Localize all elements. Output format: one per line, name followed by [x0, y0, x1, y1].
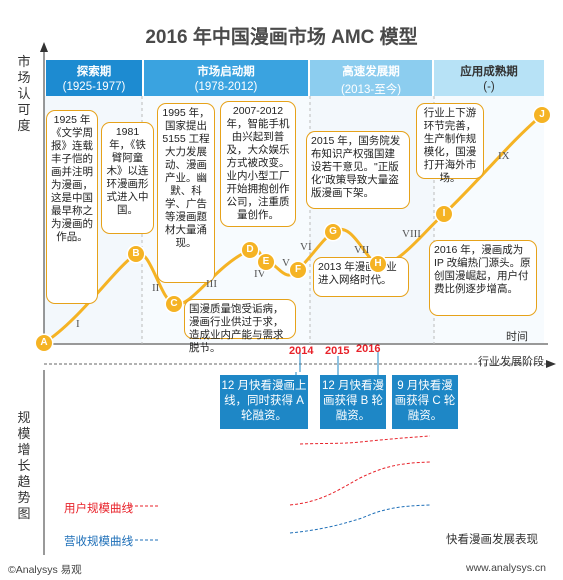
note-b: 1981 年，《铁臂阿童木》以连环漫画形式进入中国。	[101, 122, 154, 234]
curve-point-c: C	[166, 296, 182, 312]
bottom-right-label: 快看漫画发展表现	[446, 534, 538, 546]
phase-name: 市场启动期	[197, 66, 255, 78]
note-d: 2007-2012 年，智能手机由兴起到普及，大众娱乐方式被改变。业内小型工厂开…	[220, 101, 296, 227]
curve-point-e: E	[258, 254, 274, 270]
year-2015: 2015	[325, 345, 350, 357]
note-h: 2016 年，漫画成为 IP 改编热门源头。原创国漫崛起，用户付费比例逐步增高。	[429, 240, 537, 316]
stage-label: III	[206, 278, 217, 290]
y-axis-top-label: 市场认可度	[17, 54, 31, 133]
footer-url: www.analysys.cn	[466, 562, 546, 574]
curve-point-g: G	[325, 224, 341, 240]
note-g: 2015 年，国务院发布知识产权强国建设若干意见。"正版化"政策导致大量盗版漫画…	[306, 131, 410, 209]
legend-user-scale: 用户规模曲线	[64, 503, 133, 515]
note-c: 1995 年，国家提出 5155 工程大力发展动、漫画产业。幽默、科学、广告等漫…	[157, 103, 215, 283]
phase-dates: (1925-1977)	[62, 81, 126, 93]
curve-point-i: I	[436, 206, 452, 222]
stage-label: VI	[300, 241, 312, 253]
chart-title: 2016 年中国漫画市场 AMC 模型	[145, 27, 418, 48]
time-axis-label: 时间	[506, 331, 528, 343]
phase-name: 探索期	[76, 66, 112, 78]
stage-label: II	[152, 282, 160, 294]
note-f: 2013 年漫画行业进入网络时代。	[313, 257, 409, 297]
curve-point-j: J	[534, 107, 550, 123]
user-scale-curve-2	[289, 461, 431, 506]
phase-high-growth: 高速发展期 (2013-至今)	[310, 60, 432, 96]
stage-label: IX	[498, 150, 510, 162]
note-i: 行业上下游环节完善，生产制作规模化，国漫打开海外市场。	[416, 103, 484, 184]
user-scale-curve	[299, 435, 431, 445]
note-a: 1925 年《文学周报》连载丰子恺的画并注明为漫画，这是中国最早称之为漫画的作品…	[46, 110, 98, 304]
curve-point-d: D	[242, 242, 258, 258]
year-2014: 2014	[289, 345, 314, 357]
phase-dates: (-)	[483, 81, 495, 93]
curve-point-a: A	[36, 335, 52, 351]
stage-label: I	[76, 318, 80, 330]
phase-name: 应用成熟期	[460, 66, 518, 78]
phase-exploration: 探索期 (1925-1977)	[46, 60, 142, 96]
footer-brand: ©Analysys 易观	[8, 564, 82, 576]
phase-maturity: 应用成熟期 (-)	[434, 60, 544, 96]
y-axis-bottom-label: 规模增长趋势图	[17, 410, 31, 521]
amc-curve	[43, 113, 543, 345]
curve-point-f: F	[290, 262, 306, 278]
stage-label: V	[282, 257, 290, 269]
year-2016: 2016	[356, 343, 381, 355]
phase-dates: (2013-至今)	[340, 84, 402, 96]
stage-label: VIII	[402, 228, 421, 240]
curve-point-h: H	[370, 256, 386, 272]
note-e: 国漫质量饱受诟病，漫画行业供过于求，造成业内产能与需求脱节。	[184, 299, 296, 354]
funding-box-c: 9 月快看漫画获得 C 轮融资。	[392, 375, 458, 429]
upper-y-axis-arrow	[40, 42, 48, 52]
funding-box-a: 12 月快看漫画上线，同时获得 A 轮融资。	[220, 375, 308, 429]
stage-axis-arrow	[546, 360, 556, 368]
stage-label: VII	[354, 244, 370, 256]
phase-market-launch: 市场启动期 (1978-2012)	[144, 60, 308, 96]
legend-revenue-scale: 营收规模曲线	[64, 536, 133, 548]
stage-label: IV	[254, 268, 266, 280]
curve-point-b: B	[128, 246, 144, 262]
funding-box-b: 12 月快看漫画获得 B 轮融资。	[320, 375, 386, 429]
phase-name: 高速发展期	[342, 66, 400, 78]
stage-axis-label: 行业发展阶段	[478, 356, 544, 368]
phase-dates: (1978-2012)	[194, 81, 258, 93]
revenue-scale-curve	[289, 504, 431, 534]
